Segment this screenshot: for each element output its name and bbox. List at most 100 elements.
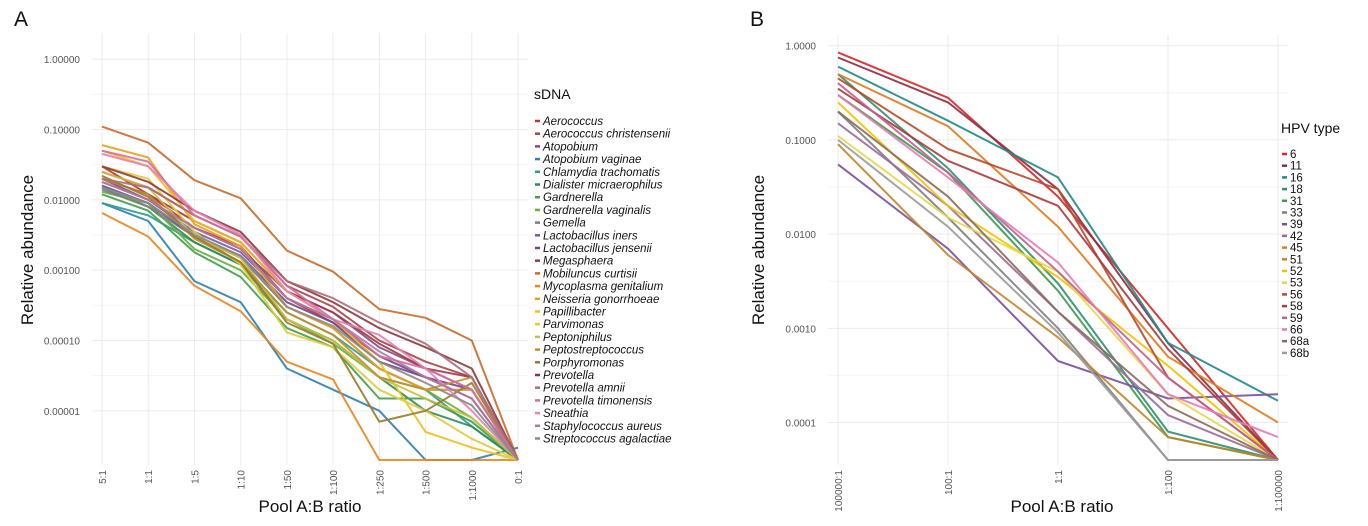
legend-label: 53 <box>1290 278 1303 290</box>
series-group-b <box>837 51 1279 461</box>
series-line-staphylococcus-aureus <box>101 180 519 461</box>
x-axis-title-a: Pool A:B ratio <box>258 497 361 516</box>
series-line-58 <box>837 87 1279 461</box>
series-line-peptoniphilus <box>101 170 519 461</box>
series-line-sneathia <box>101 152 519 461</box>
legend-label: Prevotella <box>543 370 594 382</box>
x-ticks-a: 5:1 1:1 1:5 1:10 1:50 1:100 1:250 1:500 1:1000 0:… <box>98 470 525 501</box>
legend-label: 11 <box>1290 161 1302 173</box>
series-line-16 <box>837 65 1279 402</box>
legend-label: 16 <box>1290 172 1303 184</box>
legend-label: 39 <box>1290 219 1303 231</box>
y-tick-label: 0.0100 <box>785 230 816 241</box>
x-tick-label: 1:1000 <box>468 470 479 501</box>
series-line-68b <box>837 139 1278 461</box>
series-line-51 <box>837 143 1279 461</box>
legend-label: 56 <box>1290 289 1303 301</box>
y-tick-label: 1.00000 <box>44 55 81 66</box>
x-tick-label: 0:1 <box>514 470 525 484</box>
y-tick-label: 1.0000 <box>785 42 816 53</box>
legend-label: 45 <box>1290 243 1303 255</box>
legend-label: Mobiluncus curtisii <box>543 268 637 280</box>
legend-label: 68a <box>1290 336 1310 348</box>
y-tick-label: 0.10000 <box>44 126 81 137</box>
x-tick-label: 1:100 <box>1164 470 1175 495</box>
series-line-gardnerella <box>101 193 519 461</box>
series-line-mobiluncus-curtisii <box>101 125 519 461</box>
x-tick-label: 1:100 <box>329 470 340 495</box>
legend-label: Chlamydia trachomatis <box>543 167 660 179</box>
legend-label: Aerococcus christensenii <box>542 129 671 141</box>
series-line-megasphaera <box>101 177 519 461</box>
legend-label: 33 <box>1290 208 1303 220</box>
series-line-gardnerella-vaginalis <box>101 190 519 461</box>
legend-label: Porphyromonas <box>543 357 624 369</box>
legend-label: Sneathia <box>543 408 588 420</box>
x-tick-label: 1:100000 <box>1274 470 1285 512</box>
legend-label: Papillibacter <box>543 307 607 319</box>
y-tick-label: 0.1000 <box>785 136 816 147</box>
series-line-parvimonas <box>101 165 519 461</box>
legend-label: 59 <box>1290 313 1303 325</box>
legend-label: Prevotella timonensis <box>543 395 653 407</box>
series-line-mycoplasma-genitalium <box>101 212 518 461</box>
legend-label: Peptoniphilus <box>543 332 612 344</box>
y-axis-title-b: Relative abundance <box>749 175 768 325</box>
series-line-prevotella <box>101 165 519 461</box>
legend-label: Megasphaera <box>543 256 613 268</box>
x-tick-label: 1:5 <box>190 470 201 484</box>
x-tick-label: 1:10 <box>237 470 248 490</box>
y-tick-label: 0.0001 <box>785 419 816 430</box>
legend-label: Gardnerella vaginalis <box>543 205 651 217</box>
panel-b-letter: B <box>750 8 764 31</box>
x-axis-title-b: Pool A:B ratio <box>1010 497 1113 516</box>
series-line-59 <box>837 82 1279 461</box>
legend-label: Lactobacillus iners <box>543 230 638 242</box>
legend-title: HPV type <box>1281 120 1340 136</box>
series-line-66 <box>837 94 1279 439</box>
x-tick-label: 1:1 <box>144 470 155 484</box>
y-tick-label: 0.01000 <box>44 196 81 207</box>
x-tick-label: 100000:1 <box>834 470 845 512</box>
legend-label: Streptococcus agalactiae <box>543 434 672 446</box>
series-line-45 <box>837 73 1279 424</box>
y-tick-label: 0.0010 <box>785 324 816 335</box>
y-tick-label: 0.00100 <box>44 266 81 277</box>
legend-label: 6 <box>1290 149 1296 161</box>
x-ticks-b: 100000:1 100:1 1:1 1:100 1:100000 <box>834 470 1285 512</box>
legend-label: 58 <box>1290 301 1303 313</box>
legend-label: Lactobacillus jensenii <box>543 243 652 255</box>
legend-label: Mycoplasma genitalium <box>543 281 664 293</box>
legend-label: Gardnerella <box>543 192 603 204</box>
legend-label: 42 <box>1290 231 1303 243</box>
x-tick-label: 100:1 <box>944 470 955 495</box>
series-line-68a <box>837 110 1279 461</box>
legend-title: sDNA <box>534 86 571 102</box>
legend-label: 52 <box>1290 266 1303 278</box>
y-axis-title-a: Relative abundance <box>18 175 37 325</box>
x-tick-label: 5:1 <box>98 470 109 484</box>
y-tick-label: 0.00001 <box>44 407 81 418</box>
legend-label: Peptostreptococcus <box>543 345 644 357</box>
legend-b: HPV type61116183133394245515253565859666… <box>1281 120 1340 360</box>
legend-label: 51 <box>1290 254 1303 266</box>
chart-a: 1.00000 0.10000 0.01000 0.00100 0.00010 0.000… <box>18 33 672 516</box>
legend-label: Atopobium vaginae <box>542 154 641 166</box>
x-tick-label: 1:1 <box>1054 470 1065 484</box>
legend-label: 31 <box>1290 196 1303 208</box>
y-ticks-a: 1.00000 0.10000 0.01000 0.00100 0.00010 0.000… <box>44 55 81 418</box>
legend-label: Prevotella amnii <box>543 383 625 395</box>
x-tick-label: 1:50 <box>283 470 294 490</box>
series-line-streptococcus-agalactiae <box>101 186 519 461</box>
x-tick-label: 1:250 <box>375 470 386 495</box>
y-tick-label: 0.00010 <box>44 337 81 348</box>
legend-label: Dialister micraerophilus <box>543 180 663 192</box>
series-line-lactobacillus-iners <box>101 180 519 461</box>
series-line-atopobium <box>101 177 519 461</box>
legend-label: Staphylococcus aureus <box>543 421 662 433</box>
legend-label: 68b <box>1290 348 1309 360</box>
